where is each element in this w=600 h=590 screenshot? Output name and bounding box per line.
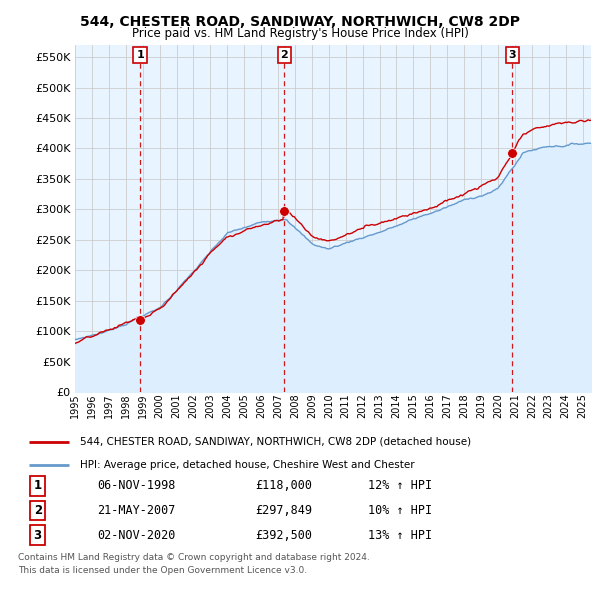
Text: 13% ↑ HPI: 13% ↑ HPI	[368, 529, 432, 542]
Text: 21-MAY-2007: 21-MAY-2007	[97, 504, 175, 517]
Text: 10% ↑ HPI: 10% ↑ HPI	[368, 504, 432, 517]
Text: 06-NOV-1998: 06-NOV-1998	[97, 479, 175, 492]
Text: Contains HM Land Registry data © Crown copyright and database right 2024.: Contains HM Land Registry data © Crown c…	[18, 553, 370, 562]
Text: 3: 3	[508, 50, 516, 60]
Text: 2: 2	[34, 504, 42, 517]
Text: 544, CHESTER ROAD, SANDIWAY, NORTHWICH, CW8 2DP: 544, CHESTER ROAD, SANDIWAY, NORTHWICH, …	[80, 15, 520, 29]
Text: 544, CHESTER ROAD, SANDIWAY, NORTHWICH, CW8 2DP (detached house): 544, CHESTER ROAD, SANDIWAY, NORTHWICH, …	[80, 437, 471, 447]
Text: HPI: Average price, detached house, Cheshire West and Chester: HPI: Average price, detached house, Ches…	[80, 460, 415, 470]
Text: 1: 1	[34, 479, 42, 492]
Text: £118,000: £118,000	[255, 479, 312, 492]
Text: This data is licensed under the Open Government Licence v3.0.: This data is licensed under the Open Gov…	[18, 566, 307, 575]
Text: 02-NOV-2020: 02-NOV-2020	[97, 529, 175, 542]
Text: £392,500: £392,500	[255, 529, 312, 542]
Text: 2: 2	[281, 50, 289, 60]
Text: 12% ↑ HPI: 12% ↑ HPI	[368, 479, 432, 492]
Text: £297,849: £297,849	[255, 504, 312, 517]
Text: 1: 1	[136, 50, 144, 60]
Text: 3: 3	[34, 529, 42, 542]
Text: Price paid vs. HM Land Registry's House Price Index (HPI): Price paid vs. HM Land Registry's House …	[131, 27, 469, 40]
